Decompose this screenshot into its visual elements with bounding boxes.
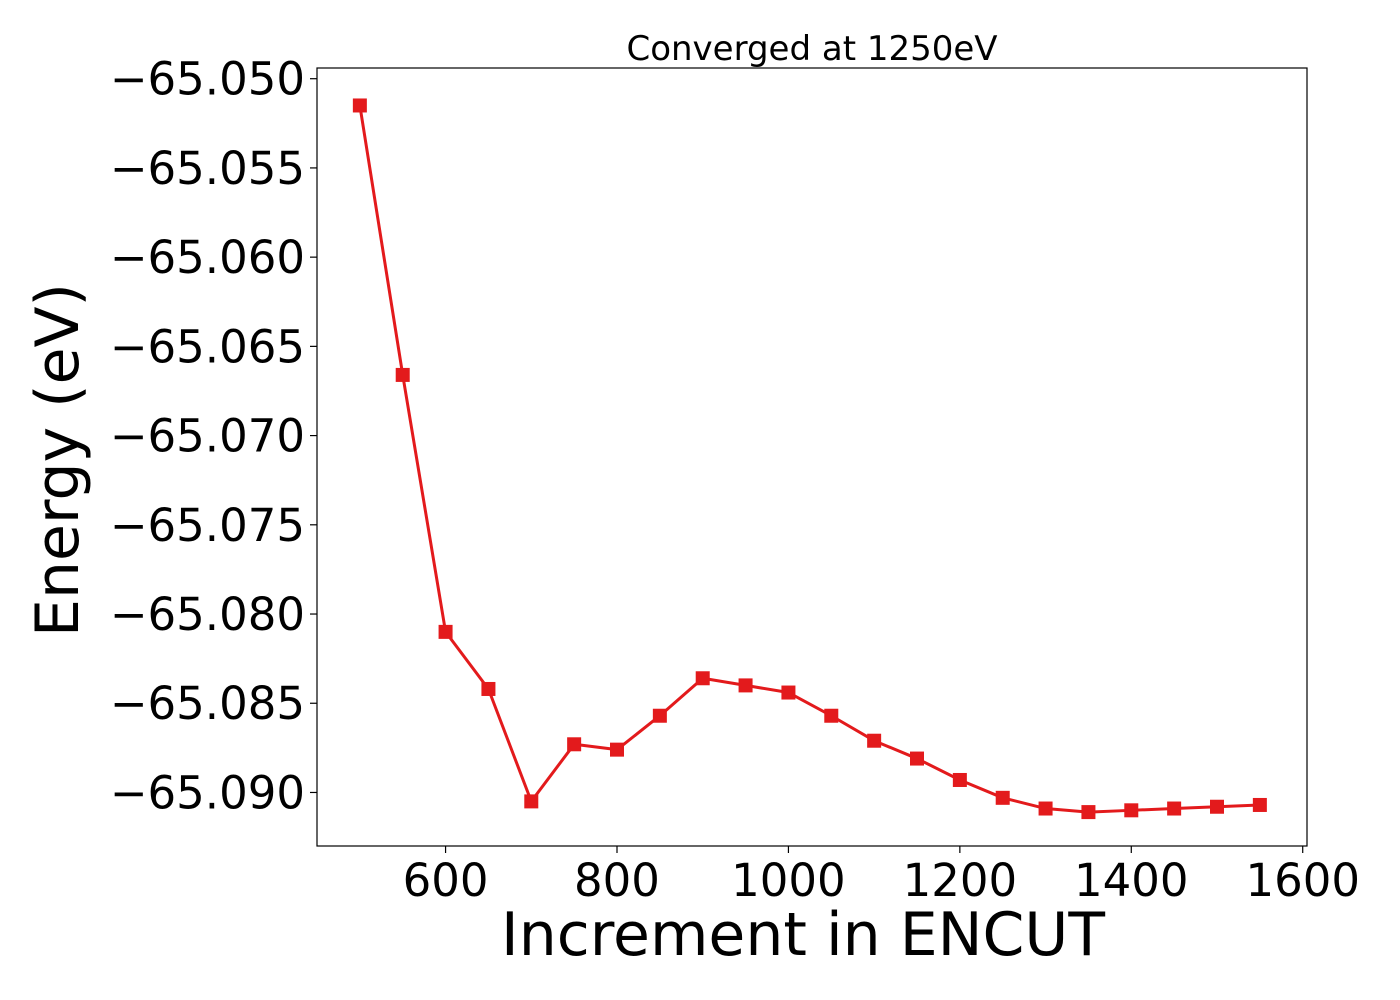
y-tick-label: −65.080 — [110, 588, 305, 641]
data-point-marker — [652, 708, 667, 723]
x-tick-label: 1600 — [1245, 854, 1360, 907]
x-axis-label: Increment in ENCUT — [501, 900, 1105, 970]
data-point-marker — [1081, 805, 1096, 820]
y-tick-label: −65.070 — [110, 410, 305, 463]
data-point-marker — [738, 678, 753, 693]
data-point-marker — [824, 708, 839, 723]
data-point-marker — [438, 624, 453, 639]
x-tick-label: 1200 — [903, 854, 1018, 907]
y-tick-label: −65.090 — [110, 766, 305, 819]
data-point-marker — [781, 685, 796, 700]
data-point-marker — [567, 737, 582, 752]
data-point-marker — [1167, 801, 1182, 816]
data-point-marker — [867, 733, 882, 748]
data-point-marker — [1038, 801, 1053, 816]
y-axis-label: Energy (eV) — [23, 283, 93, 637]
series-layer — [352, 98, 1267, 820]
data-point-marker — [695, 671, 710, 686]
data-point-marker — [952, 772, 967, 787]
y-tick-label: −65.050 — [110, 53, 305, 106]
y-tick-label: −65.085 — [110, 677, 305, 730]
data-point-marker — [995, 790, 1010, 805]
y-tick-label: −65.075 — [110, 499, 305, 552]
x-tick-label: 800 — [574, 854, 660, 907]
y-tick-label: −65.060 — [110, 231, 305, 284]
data-point-marker — [1210, 799, 1224, 814]
series-line — [358, 105, 1260, 814]
data-point-marker — [910, 751, 924, 766]
x-axis-ticks: 600 800 1000 1200 1400 1600 — [403, 846, 1360, 907]
data-point-marker — [610, 742, 624, 757]
y-tick-label: −65.065 — [110, 320, 305, 373]
chart-title: Converged at 1250eV — [626, 29, 997, 69]
plot-area-frame — [316, 67, 1308, 847]
y-tick-label: −65.055 — [110, 142, 305, 195]
x-tick-label: 600 — [403, 854, 489, 907]
data-point-marker — [1252, 797, 1267, 812]
x-tick-label: 1000 — [731, 854, 846, 907]
data-point-marker — [1124, 803, 1139, 818]
data-point-marker — [481, 681, 496, 696]
data-point-marker — [352, 98, 367, 113]
x-tick-label: 1400 — [1074, 854, 1189, 907]
y-axis-ticks: −65.050 −65.055 −65.060 −65.065 −65.070 −65.0… — [110, 53, 317, 819]
data-point-marker — [524, 794, 539, 809]
data-point-marker — [395, 367, 410, 382]
